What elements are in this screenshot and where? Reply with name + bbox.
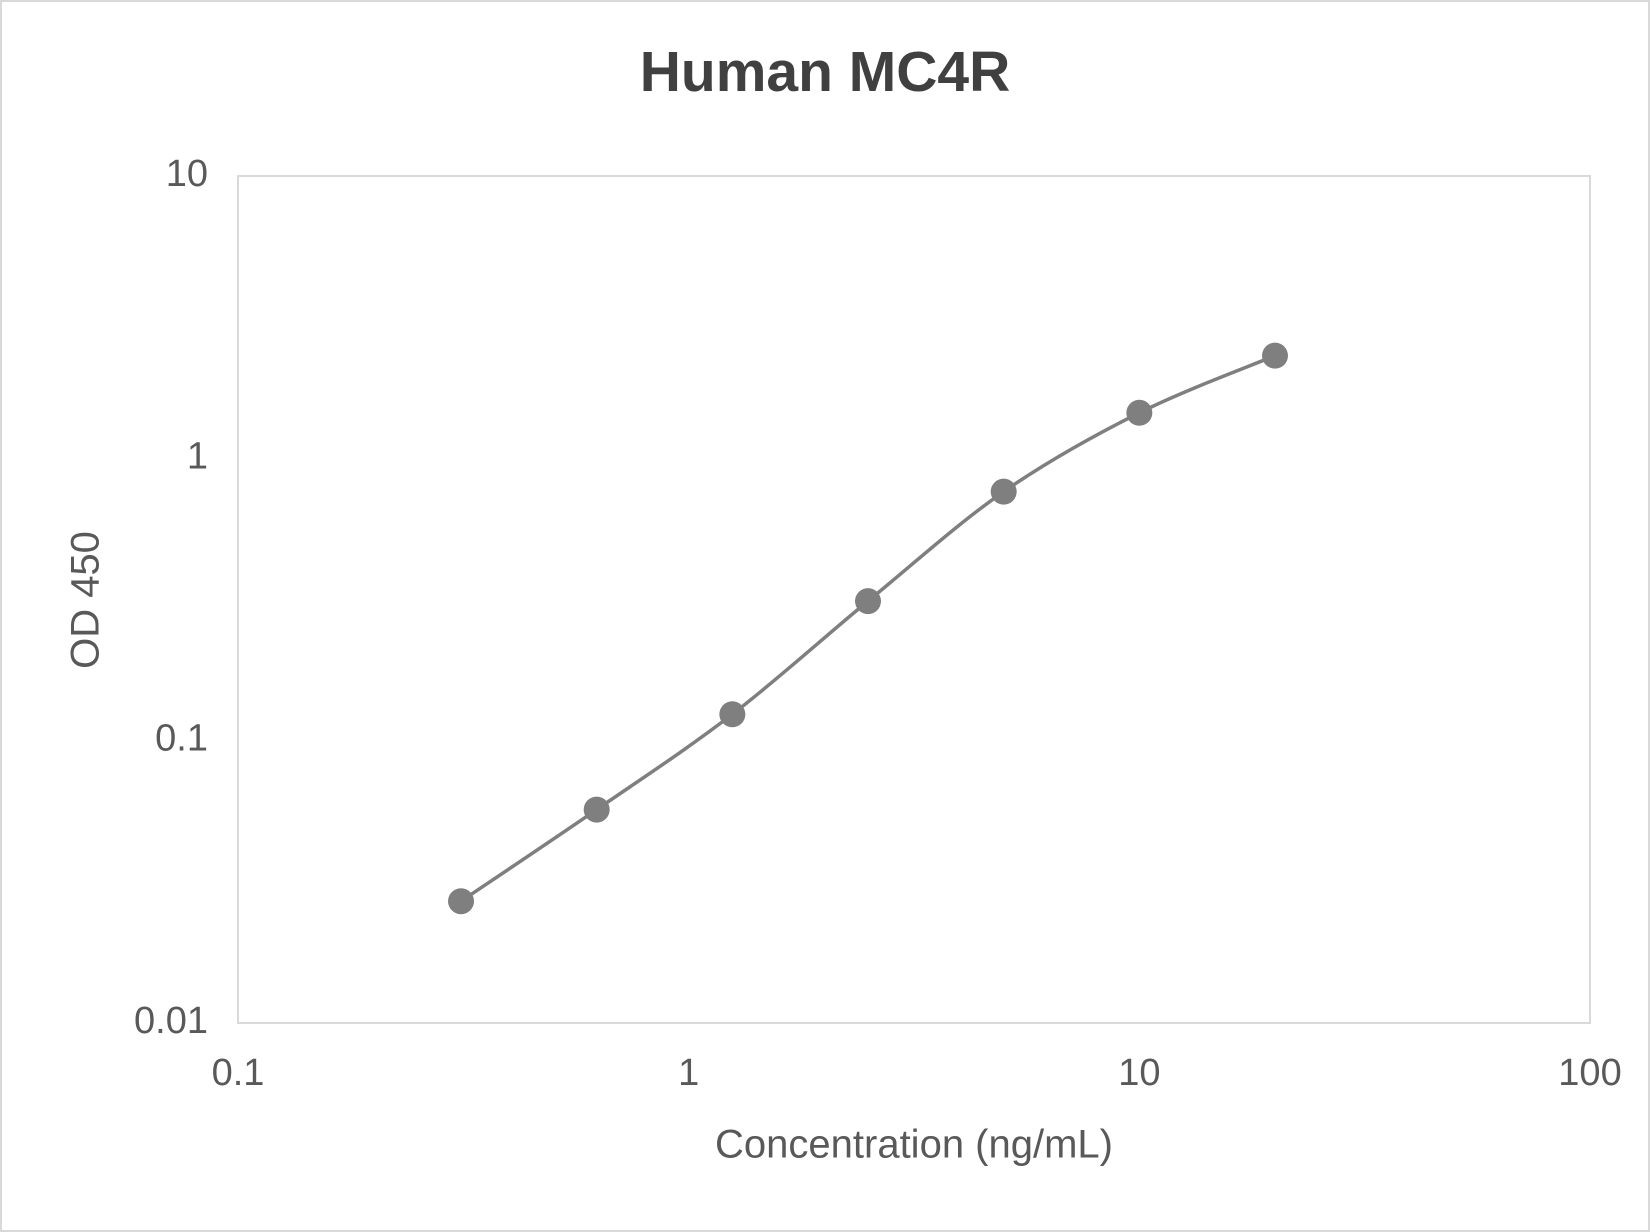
data-point <box>1126 399 1153 426</box>
data-point <box>1261 342 1288 369</box>
plot-area <box>237 175 1591 1024</box>
data-point <box>583 796 610 823</box>
x-tick-label: 100 <box>1558 1052 1621 1094</box>
y-axis-label: OD 450 <box>64 531 108 669</box>
x-tick-label: 1 <box>678 1052 699 1094</box>
x-tick-label: 0.1 <box>212 1052 265 1094</box>
x-tick-label: 10 <box>1118 1052 1160 1094</box>
chart-title: Human MC4R <box>640 40 1011 104</box>
x-axis-label: Concentration (ng/mL) <box>715 1123 1113 1167</box>
data-point <box>719 701 746 728</box>
data-point <box>990 478 1017 505</box>
y-tick-label: 10 <box>166 153 208 195</box>
y-tick-label: 1 <box>187 435 208 477</box>
data-point <box>448 888 475 915</box>
data-point <box>855 588 882 615</box>
y-tick-label: 0.1 <box>155 718 208 760</box>
y-tick-label: 0.01 <box>134 1000 208 1042</box>
